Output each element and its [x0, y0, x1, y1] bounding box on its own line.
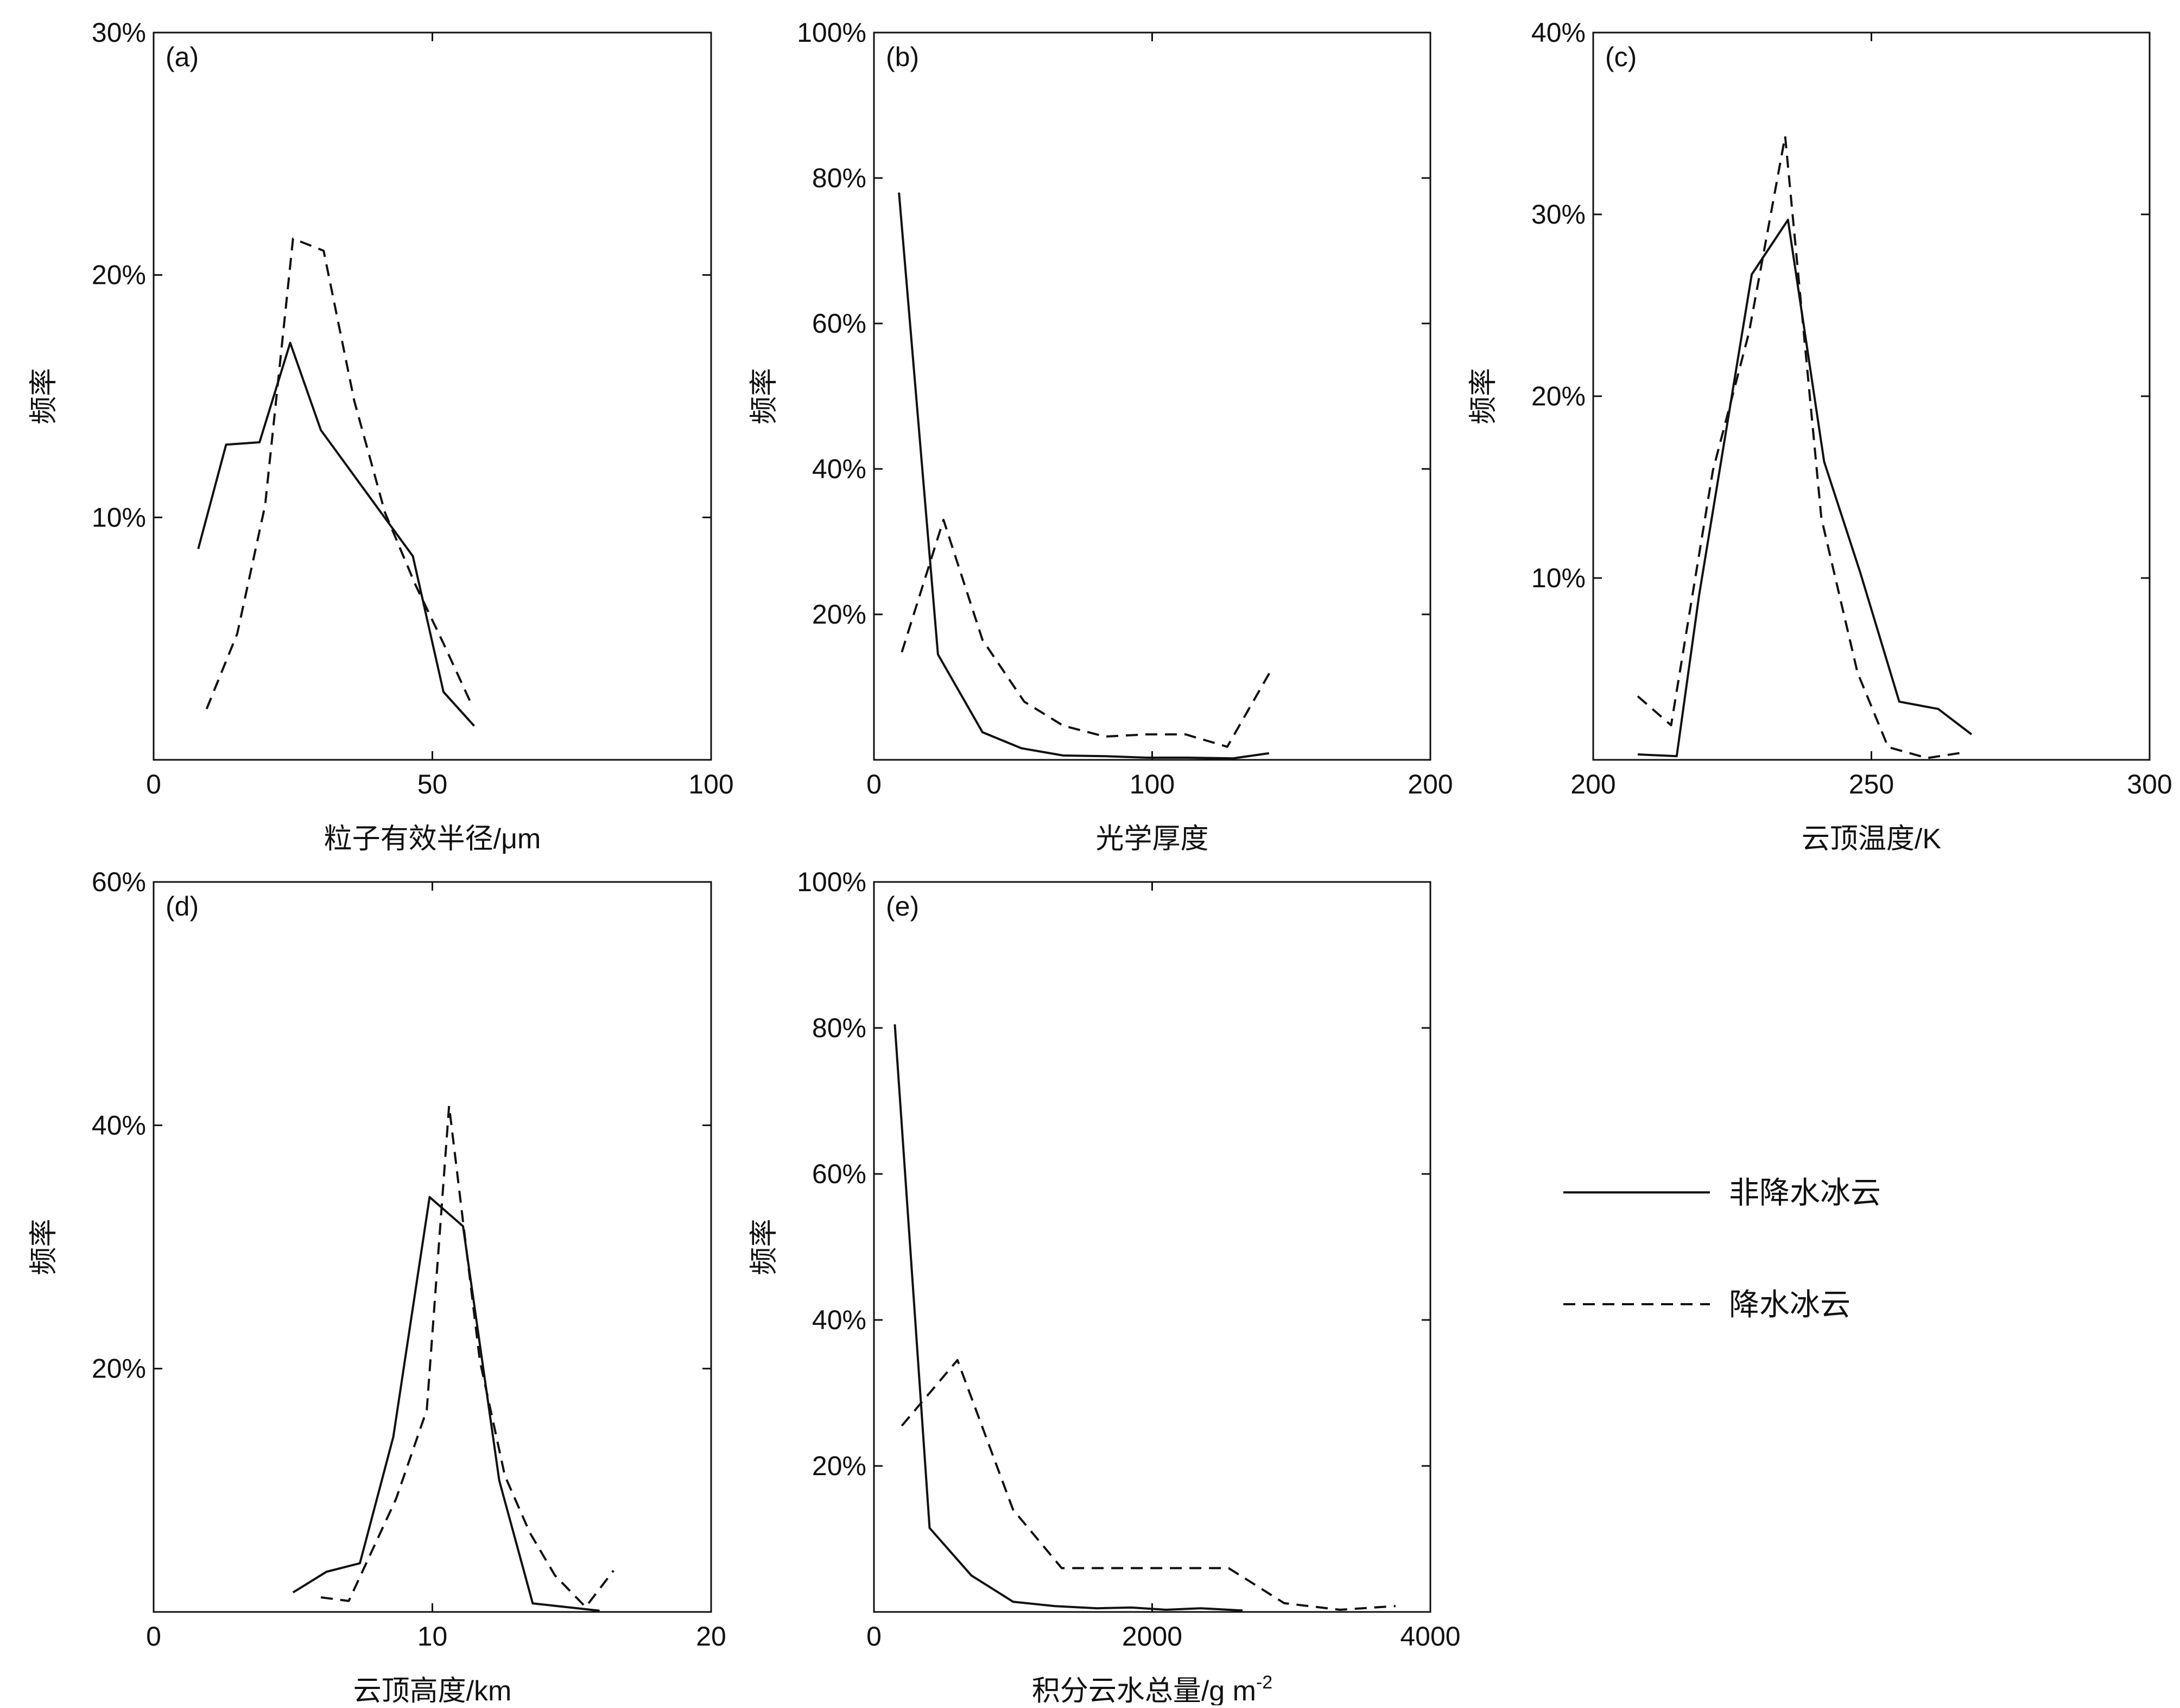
panel-d-xtick-label: 10: [417, 1621, 448, 1652]
panel-a-ylabel: 频率: [28, 368, 60, 424]
panel-b-frame: [873, 31, 1431, 761]
panel-a-ytick-label: 30%: [92, 17, 146, 48]
legend: 非降水冰云 降水冰云: [1563, 1176, 1881, 1322]
panel-a-series-precipitating: [205, 237, 473, 709]
panel-e: 0 2000 4000 20% 40% 60% 80% 100% (e) 积分云水总量/g m-2…: [749, 867, 1461, 1707]
panel-d-ytick-label: 60%: [92, 867, 146, 897]
panel-d: 0 10 20 20% 40% 60% (d) 云顶高度/km 频率: [28, 867, 726, 1707]
panel-b-ytick-label: 80%: [812, 163, 866, 193]
panel-e-ytick-label: 100%: [797, 867, 866, 897]
panel-c-ylabel: 频率: [1468, 368, 1499, 424]
panel-a-series-non-precipitating: [197, 341, 475, 727]
panel-e-ytick-label: 60%: [812, 1159, 866, 1189]
panel-a-xtick-label: 50: [417, 769, 448, 799]
panel-c-ytick-label: 30%: [1531, 199, 1586, 230]
panel-e-ytick-label: 40%: [812, 1305, 866, 1335]
panel-e-ytick-label: 20%: [812, 1451, 866, 1481]
panel-c-ytick-label: 20%: [1531, 381, 1586, 411]
panel-c-frame: [1592, 31, 2151, 761]
panel-d-frame: [153, 881, 712, 1613]
panel-e-series-precipitating: [901, 1359, 1396, 1611]
panel-d-letter: (d): [166, 891, 199, 922]
panel-d-xtick-label: 20: [696, 1621, 726, 1652]
panel-d-series-precipitating: [320, 1104, 614, 1608]
panel-e-letter: (e): [886, 891, 919, 922]
panel-b-xtick-label: 0: [866, 769, 882, 799]
panel-c: 200 250 300 10% 20% 30% 40% (c) 云顶温度/K 频率: [1468, 17, 2172, 855]
panel-a-xtick-label: 100: [688, 769, 733, 799]
panel-e-frame: [873, 881, 1431, 1613]
panel-a-xlabel: 粒子有效半径/μm: [324, 823, 541, 855]
panel-d-xlabel: 云顶高度/km: [353, 1675, 512, 1705]
panel-b-series-non-precipitating: [898, 192, 1270, 760]
panel-b-letter: (b): [886, 42, 919, 72]
legend-label-non-precipitating: 非降水冰云: [1729, 1176, 1881, 1210]
panel-b-xlabel: 光学厚度: [1095, 823, 1208, 855]
panel-a-xtick-label: 0: [146, 769, 161, 799]
panel-e-xtick-label: 4000: [1400, 1621, 1460, 1652]
panel-b-ylabel: 频率: [749, 368, 780, 424]
panel-d-ytick-label: 20%: [92, 1354, 146, 1384]
panel-b-series-precipitating: [901, 518, 1273, 748]
panel-e-ylabel: 频率: [749, 1218, 780, 1275]
panel-c-ytick-label: 40%: [1531, 17, 1586, 48]
panel-c-letter: (c): [1605, 42, 1637, 72]
panel-b: 0 100 200 20% 40% 60% 80% 100% (b) 光学厚度 频率: [749, 17, 1453, 855]
panel-b-xtick-label: 200: [1408, 769, 1453, 799]
panel-a-letter: (a): [166, 42, 199, 72]
panel-d-ytick-label: 40%: [92, 1110, 146, 1140]
panel-e-xtick-label: 2000: [1122, 1621, 1182, 1652]
panel-b-ytick-label: 100%: [797, 17, 866, 48]
panel-d-xtick-label: 0: [146, 1621, 161, 1652]
panel-e-xlabel: 积分云水总量/g m-2: [1032, 1672, 1272, 1705]
panel-c-xtick-label: 200: [1570, 769, 1615, 799]
panel-d-series-non-precipitating: [292, 1196, 600, 1612]
panel-a-ytick-label: 10%: [92, 502, 146, 532]
panel-a-frame: [153, 31, 712, 761]
panel-c-series-non-precipitating: [1637, 219, 1973, 758]
panel-a-ytick-label: 20%: [92, 260, 146, 290]
panel-b-xtick-label: 100: [1130, 769, 1175, 799]
panel-c-ytick-label: 10%: [1531, 563, 1586, 593]
panel-c-xtick-label: 250: [1849, 769, 1894, 799]
legend-label-precipitating: 降水冰云: [1729, 1287, 1851, 1322]
panel-d-ylabel: 频率: [28, 1218, 60, 1275]
panel-c-xlabel: 云顶温度/K: [1802, 823, 1941, 855]
panel-c-series-precipitating: [1637, 135, 1963, 759]
panel-a: 0 50 100 10% 20% 30% (a) 粒子有效半径/μm 频率: [28, 17, 734, 855]
panel-e-xlabel-superscript: -2: [1256, 1672, 1272, 1693]
panel-b-ytick-label: 60%: [812, 308, 866, 339]
panel-e-xtick-label: 0: [866, 1621, 882, 1652]
panel-b-ytick-label: 20%: [812, 599, 866, 630]
panel-b-ytick-label: 40%: [812, 454, 866, 484]
panel-e-series-non-precipitating: [893, 1024, 1243, 1612]
panel-e-ytick-label: 80%: [812, 1013, 866, 1043]
panel-c-xtick-label: 300: [2127, 769, 2172, 799]
